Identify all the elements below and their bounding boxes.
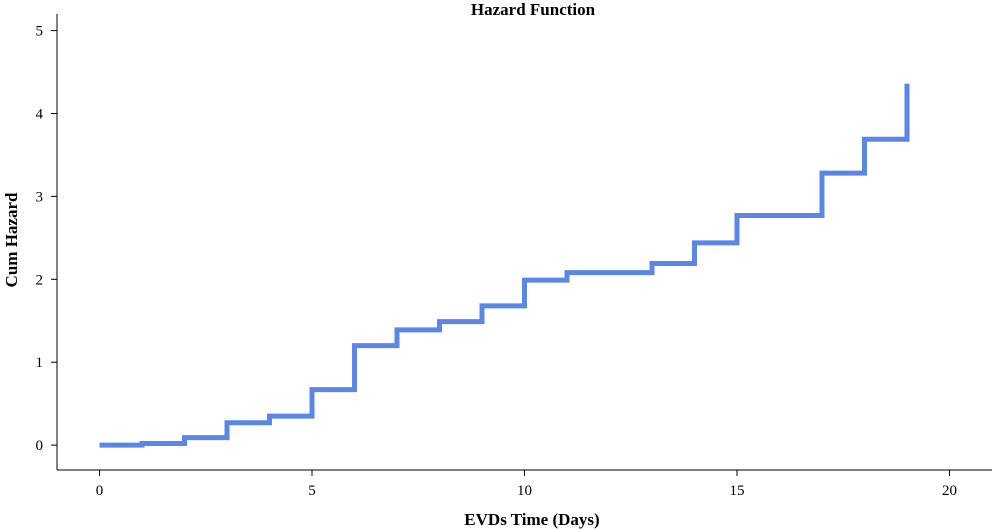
x-tick-label: 15 — [730, 483, 745, 499]
x-tick-label: 10 — [517, 483, 532, 499]
x-axis-title: EVDs Time (Days) — [464, 510, 599, 529]
x-axis-ticks: 0 5 10 15 20 — [96, 470, 957, 499]
y-tick-label: 0 — [36, 438, 44, 454]
y-tick-label: 3 — [36, 189, 44, 205]
x-tick-label: 0 — [96, 483, 104, 499]
y-tick-label: 5 — [36, 24, 44, 40]
y-tick-label: 1 — [36, 355, 44, 371]
y-axis-ticks: 0 1 2 3 4 5 — [36, 24, 57, 454]
hazard-step-line — [99, 83, 910, 448]
chart-title: Hazard Function — [471, 0, 596, 19]
y-tick-label: 2 — [36, 272, 44, 288]
y-tick-label: 4 — [36, 106, 44, 122]
y-axis-title: Cum Hazard — [2, 192, 21, 287]
x-tick-label: 20 — [942, 483, 957, 499]
series-layer — [99, 83, 910, 448]
x-tick-label: 5 — [308, 483, 316, 499]
